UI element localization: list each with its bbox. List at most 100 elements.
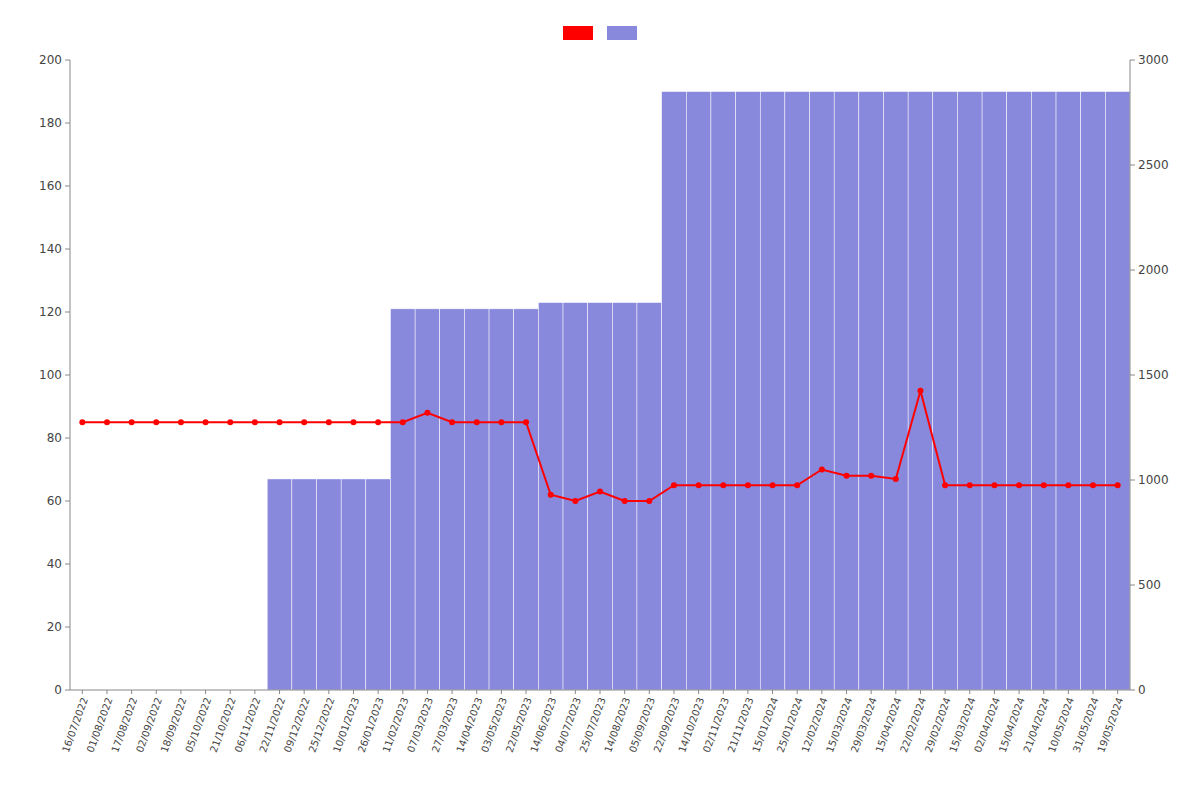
x-tick <box>156 690 157 694</box>
y2-tick-label: 2500 <box>1138 158 1169 172</box>
x-tick <box>624 690 625 694</box>
line-marker <box>622 498 628 504</box>
line-marker <box>178 419 184 425</box>
x-tick <box>821 690 822 694</box>
x-tick <box>723 690 724 694</box>
x-tick <box>994 690 995 694</box>
bar <box>711 92 736 691</box>
line-marker <box>153 419 159 425</box>
line-marker <box>967 482 973 488</box>
y-tick-label: 120 <box>39 305 62 319</box>
y-tick <box>65 438 70 439</box>
x-tick <box>82 690 83 694</box>
line-marker <box>868 473 874 479</box>
bar <box>859 92 884 691</box>
line-marker <box>326 419 332 425</box>
line-marker <box>252 419 258 425</box>
bar <box>1031 92 1056 691</box>
line-marker <box>79 419 85 425</box>
y-tick-label: 40 <box>47 557 62 571</box>
line-marker <box>646 498 652 504</box>
bar <box>612 303 637 690</box>
bar <box>292 479 317 690</box>
line-marker <box>1115 482 1121 488</box>
x-tick-label: 19/05/2024 <box>1095 696 1125 754</box>
bar <box>317 479 342 690</box>
line-marker <box>819 467 825 473</box>
bar <box>341 479 366 690</box>
y-tick-label: 20 <box>47 620 62 634</box>
x-tick <box>846 690 847 694</box>
x-tick <box>673 690 674 694</box>
x-tick <box>1043 690 1044 694</box>
line <box>82 391 1117 501</box>
x-tick <box>1117 690 1118 694</box>
bar <box>563 303 588 690</box>
x-tick <box>427 690 428 694</box>
line-marker <box>449 419 455 425</box>
line-marker <box>1090 482 1096 488</box>
y-tick <box>65 690 70 691</box>
bar <box>588 303 613 690</box>
line-marker <box>844 473 850 479</box>
x-tick <box>353 690 354 694</box>
line-marker <box>375 419 381 425</box>
x-tick <box>254 690 255 694</box>
bar <box>267 479 292 690</box>
bar <box>686 92 711 691</box>
y-tick-label: 80 <box>47 431 62 445</box>
y-tick-label: 0 <box>54 683 62 697</box>
y-tick <box>65 312 70 313</box>
line-marker <box>770 482 776 488</box>
line-marker <box>350 419 356 425</box>
bar <box>760 92 785 691</box>
bar <box>366 479 391 690</box>
y2-tick <box>1130 375 1135 376</box>
bar <box>1105 92 1130 691</box>
x-tick <box>698 690 699 694</box>
y-tick <box>65 123 70 124</box>
x-tick <box>230 690 231 694</box>
line-marker <box>893 476 899 482</box>
y-tick <box>65 60 70 61</box>
bar <box>662 92 687 691</box>
y2-tick-label: 1500 <box>1138 368 1169 382</box>
bar <box>464 309 489 690</box>
legend <box>563 26 637 40</box>
y-tick <box>65 249 70 250</box>
y-tick <box>65 501 70 502</box>
line-marker <box>1065 482 1071 488</box>
line-marker <box>696 482 702 488</box>
x-tick <box>920 690 921 694</box>
line-marker <box>400 419 406 425</box>
y2-tick-label: 2000 <box>1138 263 1169 277</box>
line-marker <box>548 492 554 498</box>
x-tick <box>945 690 946 694</box>
bar <box>1056 92 1081 691</box>
y-tick-label: 140 <box>39 242 62 256</box>
y-tick <box>65 564 70 565</box>
x-tick <box>328 690 329 694</box>
y2-tick-label: 1000 <box>1138 473 1169 487</box>
bar <box>514 309 539 690</box>
line-marker <box>277 419 283 425</box>
y-tick-label: 100 <box>39 368 62 382</box>
bar <box>883 92 908 691</box>
x-tick <box>131 690 132 694</box>
x-tick <box>476 690 477 694</box>
x-tick <box>402 690 403 694</box>
x-tick <box>747 690 748 694</box>
bar <box>489 309 514 690</box>
bar <box>957 92 982 691</box>
bar <box>810 92 835 691</box>
y-tick-label: 160 <box>39 179 62 193</box>
bar <box>736 92 761 691</box>
x-tick <box>871 690 872 694</box>
line-marker <box>104 419 110 425</box>
y-tick <box>65 186 70 187</box>
bar <box>390 309 415 690</box>
y2-tick <box>1130 165 1135 166</box>
x-tick <box>649 690 650 694</box>
bar <box>982 92 1007 691</box>
line-marker <box>498 419 504 425</box>
